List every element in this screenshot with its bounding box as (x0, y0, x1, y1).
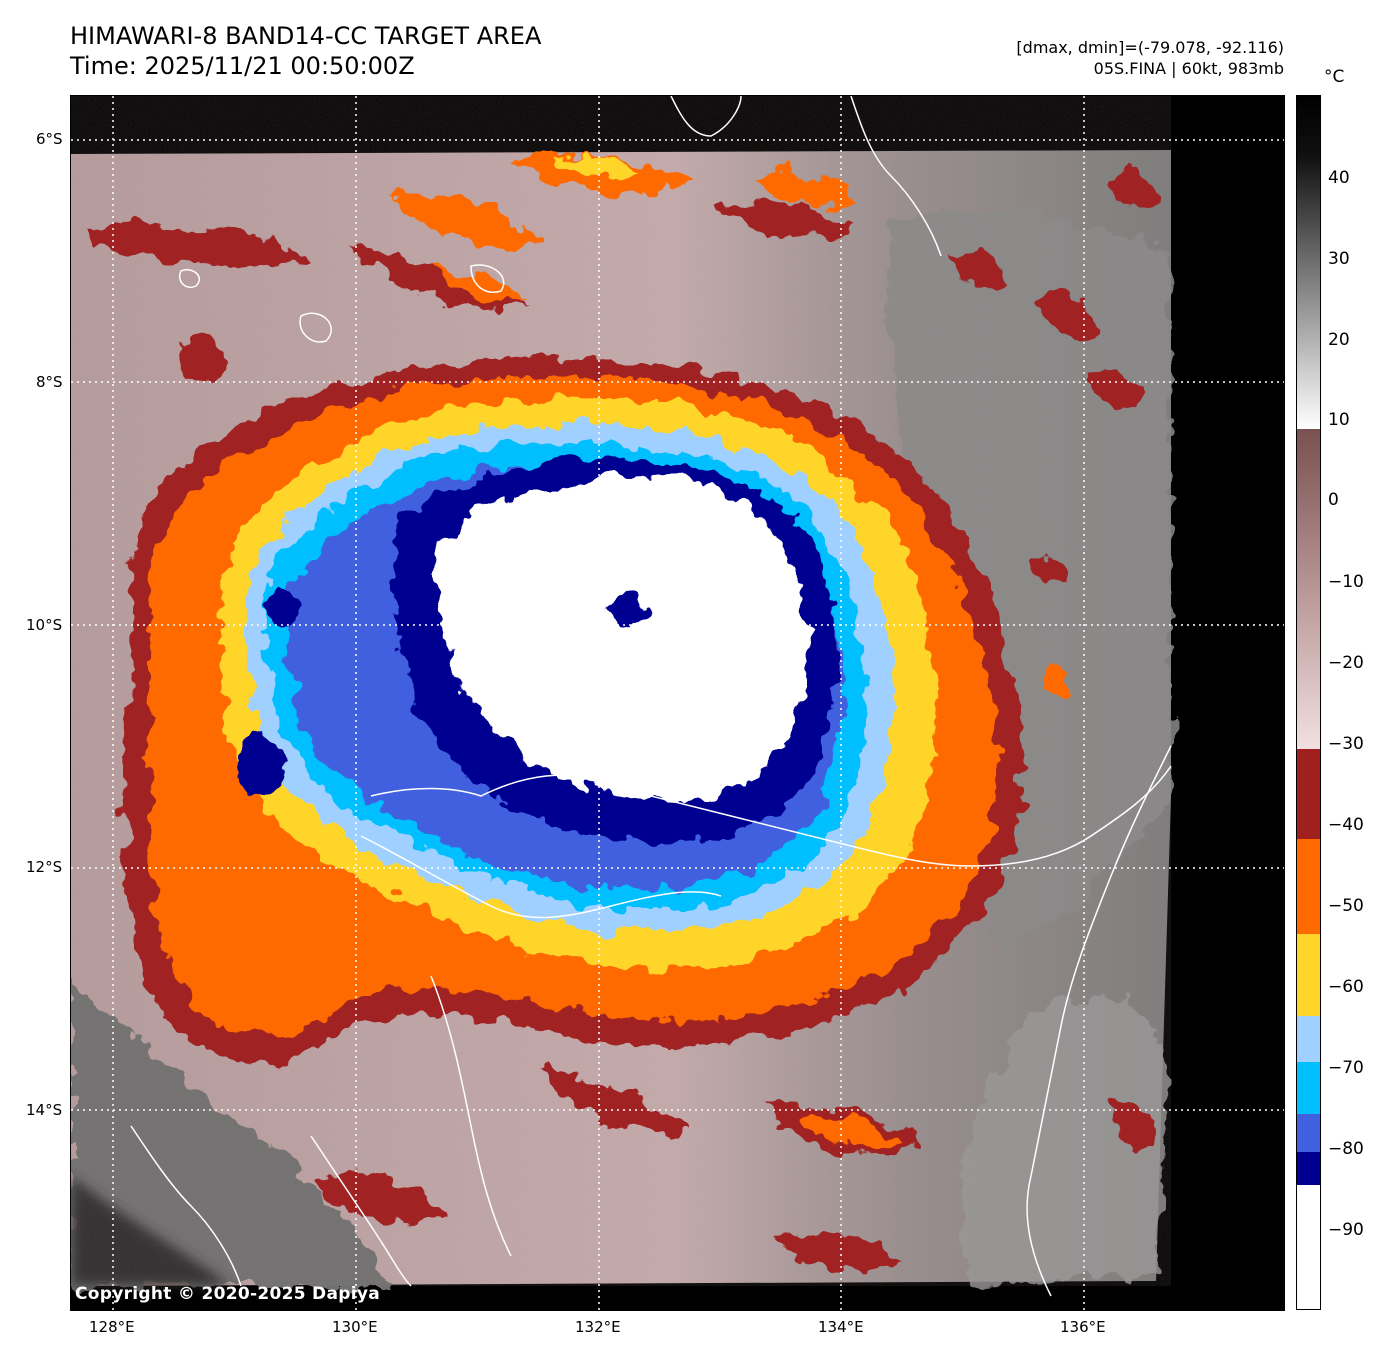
lon-label-136e: 136°E (1060, 1318, 1106, 1336)
colorbar-tick-minus70: −70 (1328, 1058, 1364, 1078)
lon-label-132e: 132°E (575, 1318, 621, 1336)
gridlines (71, 96, 1284, 1310)
lon-label-130e: 130°E (332, 1318, 378, 1336)
colorbar-tick-minus90: −90 (1328, 1220, 1364, 1240)
chart-title: HIMAWARI-8 BAND14-CC TARGET AREA (70, 22, 542, 50)
timestamp-title: Time: 2025/11/21 00:50:00Z (70, 52, 415, 80)
colorbar-tick-minus10: −10 (1328, 572, 1364, 592)
lat-label-8s: 8°S (36, 373, 63, 391)
colorbar-tick-0: 0 (1328, 490, 1339, 510)
lon-label-128e: 128°E (89, 1318, 135, 1336)
coastlines (130, 96, 1172, 1297)
satellite-imagery-layer (71, 96, 1284, 1310)
colorbar-tick-minus60: −60 (1328, 977, 1364, 997)
colorbar-tick-30: 30 (1328, 249, 1350, 269)
colorbar (1296, 95, 1321, 1310)
lat-label-10s: 10°S (26, 616, 63, 634)
colorbar-tick-minus30: −30 (1328, 734, 1364, 754)
colorbar-tick-10: 10 (1328, 410, 1350, 430)
colorbar-unit: °C (1324, 67, 1345, 87)
copyright-text: Copyright © 2020-2025 Dapiya (75, 1284, 380, 1304)
lat-label-6s: 6°S (36, 130, 63, 148)
colorbar-tick-20: 20 (1328, 330, 1350, 350)
lat-label-12s: 12°S (26, 858, 63, 876)
cyclone-cloud-shield (122, 357, 1023, 1064)
storm-info: 05S.FINA | 60kt, 983mb (1093, 59, 1284, 78)
colorbar-tick-minus80: −80 (1328, 1139, 1364, 1159)
colorbar-tick-minus50: −50 (1328, 896, 1364, 916)
colorbar-tick-40: 40 (1328, 168, 1350, 188)
temperature-range-info: [dmax, dmin]=(-79.078, -92.116) (1016, 38, 1284, 57)
satellite-image (70, 95, 1285, 1311)
colorbar-tick-minus40: −40 (1328, 815, 1364, 835)
colorbar-tick-minus20: −20 (1328, 653, 1364, 673)
lon-label-134e: 134°E (818, 1318, 864, 1336)
lat-label-14s: 14°S (26, 1101, 63, 1119)
colorbar-gradient (1297, 96, 1320, 1309)
